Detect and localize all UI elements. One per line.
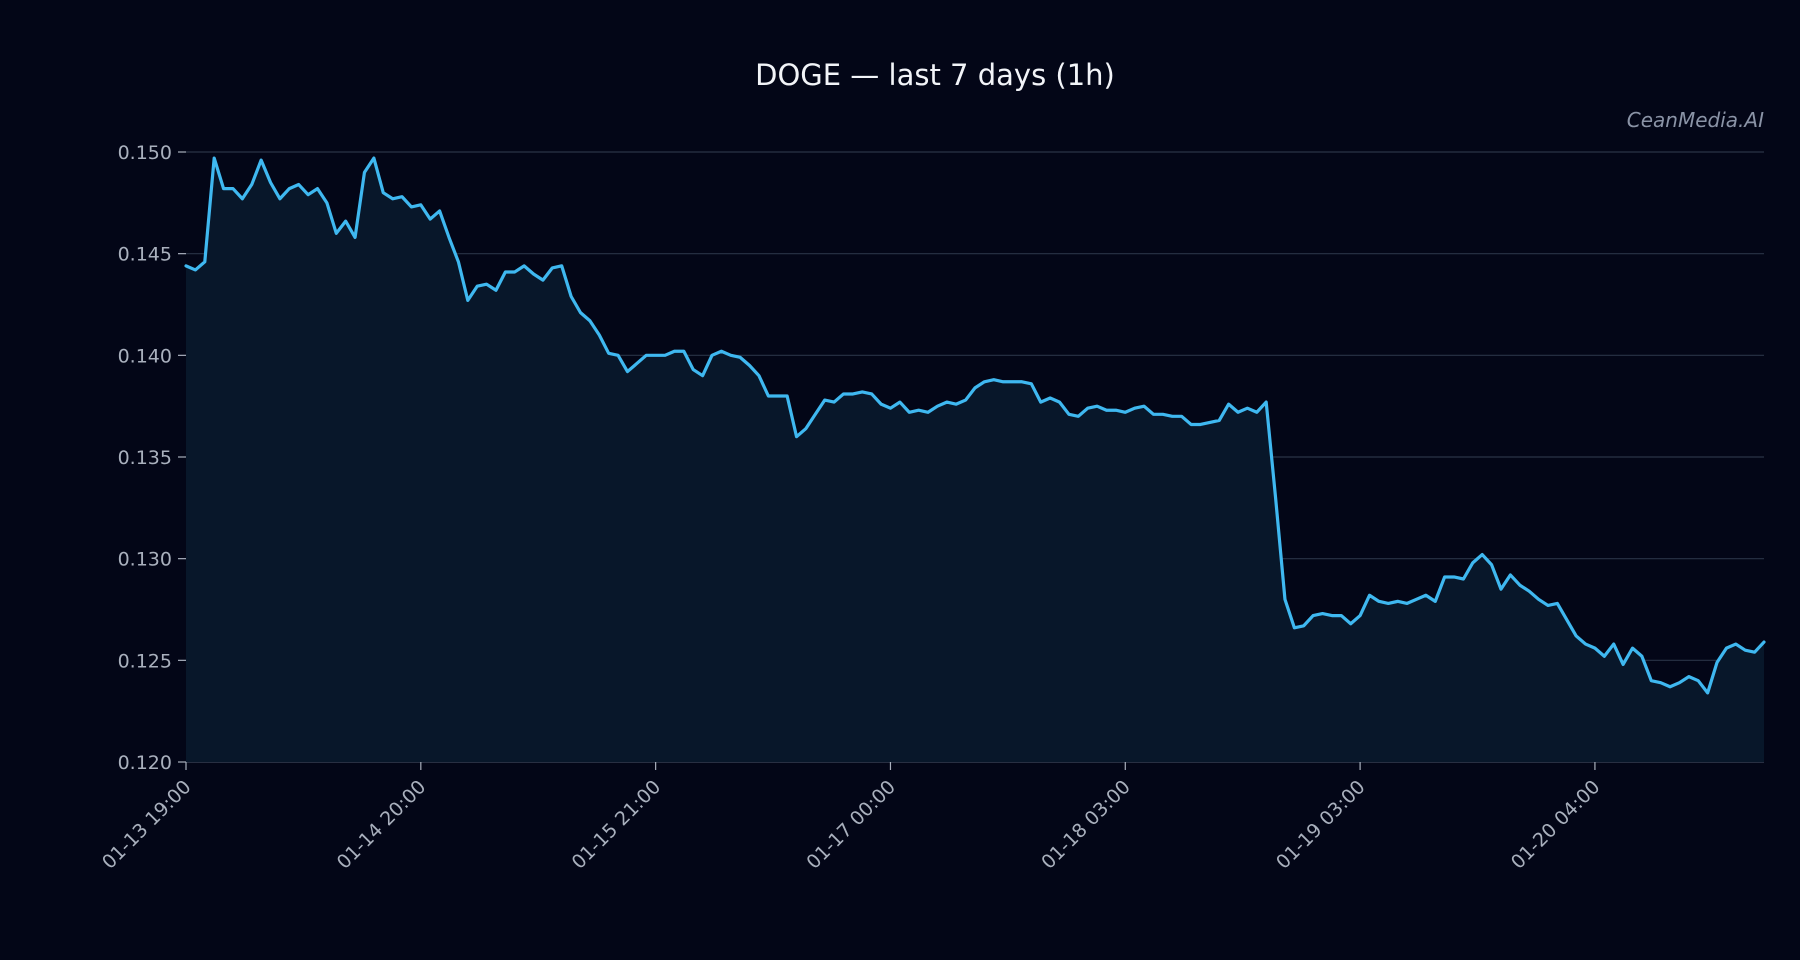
- y-tick-label-0.140: 0.140: [118, 345, 172, 367]
- y-axis-ticks: 0.120 0.125 0.130 0.135 0.140 0.145 0.150: [118, 142, 186, 774]
- chart-title: DOGE — last 7 days (1h): [755, 58, 1115, 92]
- price-line: [184, 156, 1766, 695]
- y-tick-label-0.125: 0.125: [118, 650, 172, 672]
- y-tick-label-0.120: 0.120: [118, 752, 172, 774]
- y-tick-label-0.135: 0.135: [118, 447, 172, 469]
- watermark: CeanMedia.AI: [1627, 108, 1764, 132]
- area-fill: [186, 158, 1764, 763]
- plot-area: [184, 156, 1766, 763]
- y-tick-label-0.150: 0.150: [118, 142, 172, 164]
- y-tick-label-0.130: 0.130: [118, 549, 172, 571]
- y-tick-label-0.145: 0.145: [118, 244, 172, 266]
